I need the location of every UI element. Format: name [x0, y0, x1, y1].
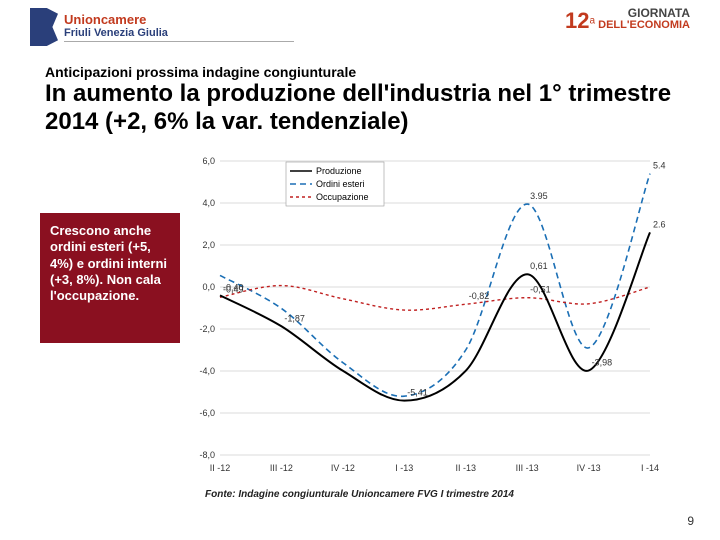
- svg-text:3.95: 3.95: [530, 191, 548, 201]
- svg-text:II -13: II -13: [455, 463, 476, 473]
- svg-text:III -12: III -12: [270, 463, 293, 473]
- svg-text:-6,0: -6,0: [199, 408, 215, 418]
- brand-region: Friuli Venezia Giulia: [64, 27, 294, 39]
- svg-text:-5,41: -5,41: [407, 388, 428, 398]
- svg-text:2.6: 2.6: [653, 220, 666, 230]
- svg-text:III -13: III -13: [516, 463, 539, 473]
- svg-text:Occupazione: Occupazione: [316, 192, 369, 202]
- svg-text:I -13: I -13: [395, 463, 413, 473]
- svg-text:-8,0: -8,0: [199, 450, 215, 460]
- svg-text:II -12: II -12: [210, 463, 231, 473]
- edition-number: 12: [565, 8, 589, 34]
- svg-text:2,0: 2,0: [202, 240, 215, 250]
- kicker: Anticipazioni prossima indagine congiunt…: [45, 64, 720, 80]
- page-title: In aumento la produzione dell'industria …: [45, 80, 675, 135]
- svg-text:Produzione: Produzione: [316, 166, 362, 176]
- svg-text:-0,40: -0,40: [223, 283, 244, 293]
- svg-text:6,0: 6,0: [202, 156, 215, 166]
- svg-text:-0,82: -0,82: [469, 291, 490, 301]
- brand-name: Unioncamere: [64, 12, 294, 27]
- svg-text:0,61: 0,61: [530, 261, 548, 271]
- svg-text:4,0: 4,0: [202, 198, 215, 208]
- svg-text:-3,98: -3,98: [592, 358, 613, 368]
- logo-left: Unioncamere Friuli Venezia Giulia: [30, 8, 294, 46]
- svg-text:0,0: 0,0: [202, 282, 215, 292]
- header: Unioncamere Friuli Venezia Giulia 12a GI…: [0, 0, 720, 56]
- svg-text:-2,0: -2,0: [199, 324, 215, 334]
- logo-underline: [64, 41, 294, 42]
- edition-line2: DELL'ECONOMIA: [598, 19, 690, 31]
- svg-text:Ordini esteri: Ordini esteri: [316, 179, 365, 189]
- svg-text:-4,0: -4,0: [199, 366, 215, 376]
- svg-text:IV -12: IV -12: [331, 463, 355, 473]
- edition-ordinal: a: [590, 16, 596, 27]
- svg-text:I -14: I -14: [641, 463, 659, 473]
- main-row: Crescono anche ordini esteri (+5, 4%) e …: [0, 143, 720, 483]
- page-number: 9: [687, 514, 694, 528]
- edition-line1: GIORNATA: [628, 6, 690, 20]
- source-text: Fonte: Indagine congiunturale Unioncamer…: [205, 489, 720, 500]
- eagle-icon: [30, 8, 58, 46]
- logo-right: 12a GIORNATA DELL'ECONOMIA: [565, 8, 690, 34]
- svg-text:5.4: 5.4: [653, 161, 666, 171]
- svg-text:IV -13: IV -13: [577, 463, 601, 473]
- line-chart-svg: -8,0 -6,0 -4,0 -2,0 0,0 2,0 4,0 6,0 II -12 III -1…: [180, 143, 680, 483]
- chart: -8,0 -6,0 -4,0 -2,0 0,0 2,0 4,0 6,0 II -12 III -1…: [180, 143, 680, 483]
- svg-text:-1,87: -1,87: [284, 313, 305, 323]
- callout-box: Crescono anche ordini esteri (+5, 4%) e …: [40, 213, 180, 343]
